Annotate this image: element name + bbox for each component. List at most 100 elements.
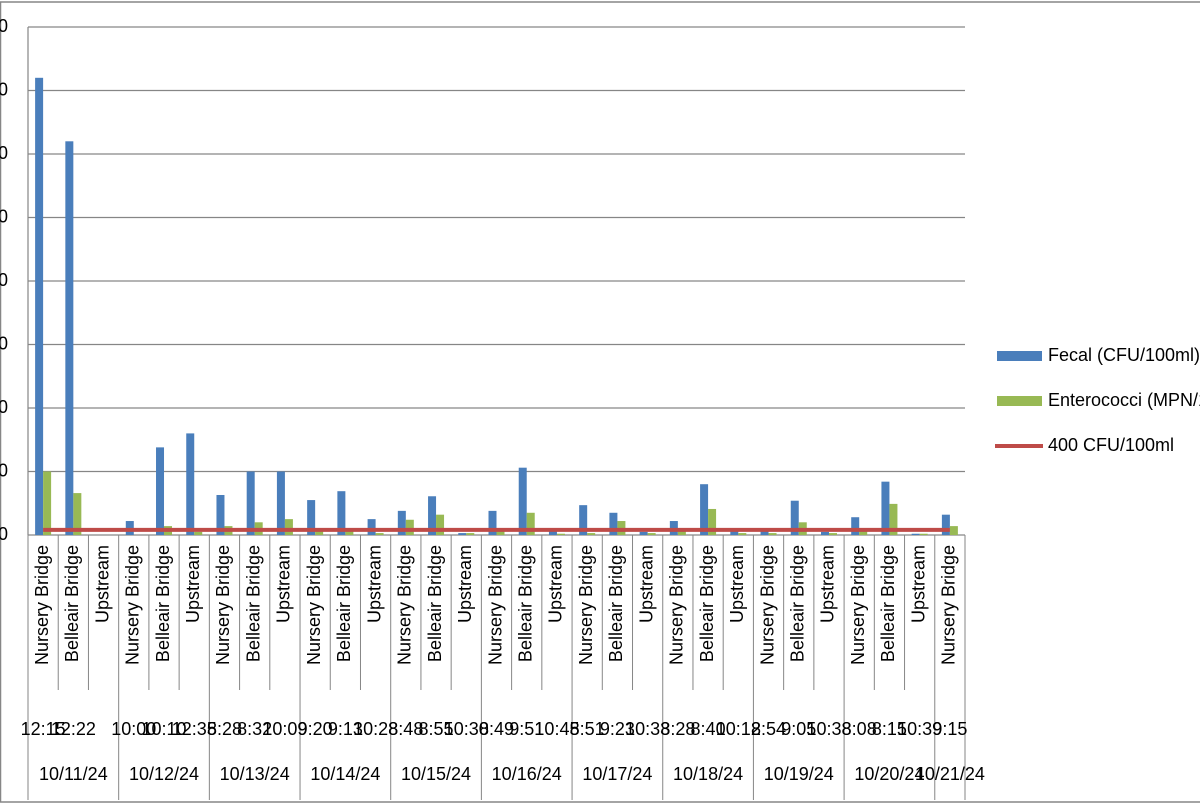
legend-label: 400 CFU/100ml — [1048, 435, 1174, 455]
bar — [919, 533, 928, 535]
time-label: 12:35 — [172, 719, 217, 739]
bar — [556, 533, 565, 535]
x-tick-label: Upstream — [727, 545, 747, 623]
bar — [708, 508, 717, 535]
bar — [738, 533, 747, 535]
date-label: 10/14/24 — [310, 764, 380, 784]
x-tick-label: Belleair Bridge — [243, 545, 263, 662]
bar — [889, 503, 898, 535]
x-tick-label: Nursery Bridge — [667, 545, 687, 665]
x-tick-label: Belleair Bridge — [878, 545, 898, 662]
time-label: 8:32 — [237, 719, 272, 739]
time-label: 8:49 — [479, 719, 514, 739]
legend-label: Fecal (CFU/100ml) — [1048, 345, 1200, 365]
y-tick-label: 30000 — [0, 143, 8, 163]
bar — [700, 484, 709, 535]
x-tick-label: Upstream — [455, 545, 475, 623]
time-label: 9:20 — [298, 719, 333, 739]
date-label: 10/15/24 — [401, 764, 471, 784]
y-tick-label: 35000 — [0, 79, 8, 99]
time-label: 12:22 — [51, 719, 96, 739]
legend-key — [997, 351, 1042, 361]
x-tick-label: Nursery Bridge — [485, 545, 505, 665]
bar — [911, 533, 920, 535]
bar — [466, 533, 475, 535]
x-tick-label: Nursery Bridge — [757, 545, 777, 665]
bar — [496, 529, 505, 535]
bar — [246, 471, 255, 535]
bar — [186, 433, 195, 535]
bar — [367, 519, 376, 535]
bar — [941, 514, 950, 535]
bar — [43, 471, 52, 535]
y-tick-label: 15000 — [0, 333, 8, 353]
bar — [518, 467, 527, 535]
x-tick-label: Upstream — [908, 545, 928, 623]
time-label: 10:12 — [716, 719, 761, 739]
legend-key — [997, 396, 1042, 406]
x-tick-label: Nursery Bridge — [848, 545, 868, 665]
bar — [436, 514, 445, 535]
time-label: 8:08 — [842, 719, 877, 739]
date-label: 10/11/24 — [39, 764, 108, 784]
time-label: 8:55 — [419, 719, 454, 739]
date-label: 10/12/24 — [129, 764, 199, 784]
time-label: 8:54 — [751, 719, 786, 739]
bar — [639, 531, 648, 535]
x-tick-label: Nursery Bridge — [939, 545, 959, 665]
bar — [730, 529, 739, 535]
x-tick-label: Belleair Bridge — [153, 545, 173, 662]
bar — [65, 141, 74, 536]
bar — [579, 505, 588, 535]
bar — [397, 510, 406, 535]
time-label: 10:38 — [806, 719, 851, 739]
bar — [851, 517, 860, 535]
bar — [73, 493, 82, 535]
time-label: 10:28 — [353, 719, 398, 739]
time-label: 9:15 — [932, 719, 967, 739]
bar — [828, 533, 837, 535]
time-label: 8:51 — [570, 719, 605, 739]
bar — [647, 533, 656, 535]
x-tick-label: Belleair Bridge — [62, 545, 82, 662]
time-label: 9:23 — [600, 719, 635, 739]
time-label: 8:48 — [388, 719, 423, 739]
x-tick-label: Belleair Bridge — [606, 545, 626, 662]
x-tick-label: Nursery Bridge — [395, 545, 415, 665]
bar — [216, 494, 225, 535]
bar — [949, 526, 958, 535]
bar — [760, 529, 769, 535]
y-tick-label: 5000 — [0, 460, 8, 480]
bar — [307, 500, 316, 535]
x-tick-label: Belleair Bridge — [334, 545, 354, 662]
bar — [859, 531, 868, 535]
x-tick-label: Belleair Bridge — [788, 545, 808, 662]
y-tick-label: 10000 — [0, 397, 8, 417]
time-label: 9:05 — [781, 719, 816, 739]
x-tick-label: Nursery Bridge — [304, 545, 324, 665]
x-tick-label: Upstream — [364, 545, 384, 623]
x-tick-label: Belleair Bridge — [515, 545, 535, 662]
bar — [35, 77, 44, 536]
date-label: 10/19/24 — [764, 764, 834, 784]
time-label: 9:51 — [509, 719, 544, 739]
x-tick-label: Upstream — [636, 545, 656, 623]
x-tick-label: Belleair Bridge — [697, 545, 717, 662]
bar — [337, 491, 346, 535]
date-label: 10/16/24 — [492, 764, 562, 784]
legend-label: Enterococci (MPN/100ml) — [1048, 390, 1200, 410]
bar — [790, 500, 799, 535]
y-tick-label: 0 — [0, 524, 8, 544]
time-label: 9:13 — [328, 719, 363, 739]
bar — [548, 529, 557, 535]
y-tick-label: 25000 — [0, 206, 8, 226]
bar — [587, 533, 596, 535]
date-label: 10/17/24 — [582, 764, 652, 784]
x-tick-label: Upstream — [183, 545, 203, 623]
bar — [276, 471, 285, 535]
bar — [375, 533, 384, 535]
x-tick-label: Upstream — [274, 545, 294, 623]
time-label: 10:33 — [625, 719, 670, 739]
